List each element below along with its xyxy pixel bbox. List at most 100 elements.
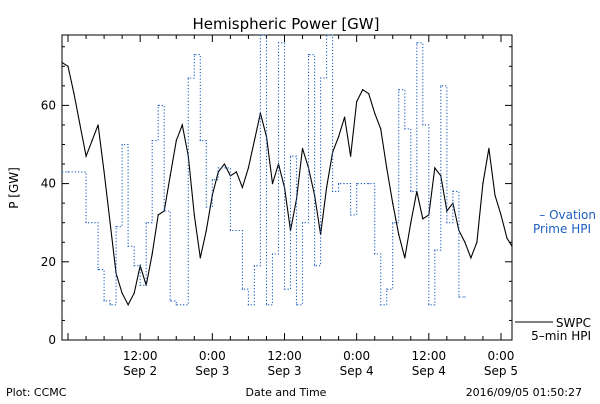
x-tick-date-label: Sep 4	[340, 364, 374, 378]
ovation-prime-point	[338, 182, 340, 185]
plot-frame	[61, 34, 513, 341]
y-tick-label: 0	[48, 333, 56, 347]
ovation-prime-point	[127, 245, 129, 247]
swpc-point	[494, 194, 496, 196]
ovation-prime-point	[295, 304, 298, 306]
x-axis-label: Date and Time	[246, 386, 327, 399]
ovation-prime-point	[392, 222, 394, 224]
swpc-point	[253, 139, 256, 142]
ovation-prime-point	[422, 124, 424, 126]
ovation-prime-point	[205, 206, 207, 208]
swpc-point	[169, 175, 171, 177]
swpc-point	[73, 93, 75, 95]
swpc-point	[211, 194, 213, 196]
series-group	[61, 34, 513, 306]
ovation-prime-point	[241, 288, 244, 290]
swpc-point	[500, 214, 502, 216]
ovation-prime-point	[67, 171, 69, 173]
swpc-point	[476, 241, 478, 243]
swpc-point	[133, 292, 135, 294]
legend-ovation-line1: – Ovation	[539, 208, 596, 222]
swpc-point	[199, 257, 201, 259]
ovation-prime-point	[259, 34, 262, 36]
ovation-prime-point	[103, 300, 105, 302]
ovation-prime-point	[157, 104, 159, 106]
ovation-prime-point	[253, 265, 256, 267]
ovation-prime-point	[350, 214, 352, 216]
swpc-point	[241, 186, 244, 189]
swpc-point	[410, 222, 412, 224]
swpc-point	[422, 218, 424, 220]
footer-timestamp: 2016/09/05 01:50:27	[466, 386, 582, 399]
ovation-prime-point	[169, 300, 171, 302]
ovation-prime-point	[247, 304, 250, 306]
x-tick-date-label: Sep 3	[195, 364, 229, 378]
ovation-prime-point	[97, 269, 99, 271]
swpc-point	[103, 171, 105, 173]
ovation-prime-point	[416, 42, 418, 44]
ovation-prime-point	[289, 155, 292, 157]
swpc-point	[464, 241, 466, 243]
x-tick-time-label: 0:00	[343, 349, 370, 363]
ovation-prime-point	[271, 253, 274, 255]
ovation-prime-point	[313, 265, 316, 267]
ovation-prime-point	[121, 143, 123, 146]
swpc-point	[67, 65, 69, 67]
ovation-prime-point	[332, 190, 334, 193]
ovation-prime-point	[61, 171, 63, 173]
x-tick-time-label: 12:00	[123, 349, 158, 363]
y-tick-label: 60	[41, 98, 56, 112]
swpc-series-line	[61, 61, 513, 306]
swpc-point	[301, 147, 304, 149]
ovation-prime-point	[193, 53, 195, 56]
swpc-point	[181, 124, 183, 126]
swpc-point	[482, 182, 484, 185]
ovation-prime-point	[368, 182, 370, 185]
swpc-point	[506, 237, 508, 239]
swpc-point	[91, 139, 93, 142]
ovation-prime-point	[163, 210, 165, 212]
x-tick-time-label: 0:00	[199, 349, 226, 363]
swpc-point	[325, 186, 328, 189]
x-tick-time-label: 12:00	[412, 349, 447, 363]
ovation-prime-point	[187, 77, 189, 79]
swpc-point	[157, 214, 159, 216]
swpc-point	[386, 167, 388, 169]
ovation-prime-point	[380, 304, 382, 306]
x-tick-date-label: Sep 5	[484, 364, 518, 378]
footer-credit: Plot: CCMC	[6, 386, 67, 399]
ovation-prime-point	[446, 222, 448, 224]
y-tick-label: 40	[41, 177, 56, 191]
swpc-point	[350, 155, 352, 157]
ovation-prime-point	[440, 85, 442, 87]
swpc-point	[85, 155, 87, 157]
ovation-prime-point	[410, 190, 412, 193]
swpc-point	[79, 124, 81, 126]
ovation-prime-point	[319, 77, 322, 79]
swpc-point	[109, 222, 111, 224]
swpc-point	[398, 233, 400, 236]
ovation-prime-point	[217, 167, 219, 169]
ovation-prime-series-line	[62, 34, 465, 306]
ovation-prime-point	[199, 139, 201, 142]
ovation-prime-point	[301, 222, 304, 224]
swpc-point	[362, 89, 364, 91]
swpc-point	[127, 304, 129, 306]
swpc-point	[470, 257, 472, 259]
swpc-point	[374, 112, 376, 114]
y-tick-label: 20	[41, 255, 56, 269]
swpc-point	[271, 182, 274, 185]
x-tick-date-label: Sep 4	[412, 364, 446, 378]
swpc-point	[121, 292, 123, 294]
swpc-point	[235, 171, 237, 173]
ovation-prime-point	[325, 34, 328, 36]
ovation-prime-point	[434, 249, 436, 251]
swpc-point	[223, 163, 225, 165]
ovation-prime-point	[133, 265, 135, 267]
ovation-prime-point	[464, 296, 466, 298]
swpc-point	[175, 139, 177, 142]
swpc-point	[259, 112, 262, 114]
